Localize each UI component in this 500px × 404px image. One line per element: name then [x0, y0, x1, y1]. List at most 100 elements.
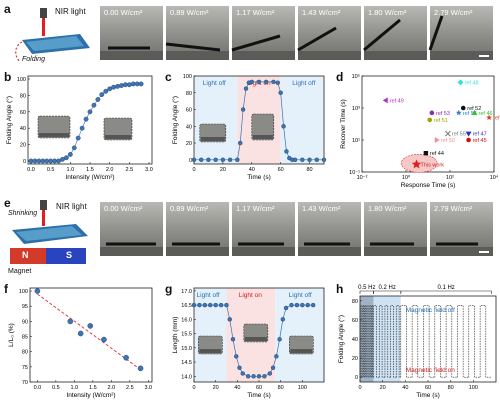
y-tick-label: 60: [186, 108, 192, 114]
photo-a-6-label: 2.79 W/cm²: [434, 8, 473, 17]
point-label: ref 48: [464, 80, 478, 86]
panel-g-label: g: [165, 282, 173, 296]
inset-c-folded: [251, 113, 275, 141]
inset-g-1-platform: [199, 349, 222, 353]
photo-e-3: 1.17 W/cm²: [232, 202, 295, 256]
x-tick-label: 0.0: [27, 167, 35, 173]
photo-a-1-label: 0.00 W/cm²: [104, 8, 143, 17]
point-label: ref 54: [493, 116, 500, 122]
data-point-c: [243, 86, 249, 91]
x-tick-label: 60: [278, 167, 284, 173]
plot-frame: [29, 287, 153, 383]
data-point-g: [224, 302, 229, 308]
x-tick-label: 1.0: [71, 385, 79, 391]
data-point-c: [292, 157, 298, 163]
freq-label: 0.5 Hz: [358, 285, 375, 291]
data-point-c: [264, 79, 269, 85]
data-point-c: [206, 157, 211, 163]
data-point-c: [220, 157, 226, 163]
photo-e-6-label: 2.79 W/cm²: [434, 204, 473, 213]
chart-g: 0 20 40 60 80 100 14.0 14.5 15.0 15.5 16.0 16.5 17.0…: [172, 287, 325, 399]
y-tick-label: 10⁵: [352, 73, 360, 80]
data-point-g: [245, 374, 251, 379]
data-point-g: [289, 302, 294, 308]
marker-ref-54: [486, 114, 492, 121]
photo-e-5-label: 1.80 W/cm²: [368, 204, 407, 213]
data-point-b: [115, 83, 120, 89]
x-tick-label: 100: [298, 385, 307, 391]
panel-a-label: a: [4, 2, 11, 16]
data-point-c: [281, 124, 286, 129]
data-point-c: [300, 157, 305, 163]
data-point-b: [119, 83, 124, 88]
y-axis-label: L/L₀ (%): [8, 323, 15, 347]
photo-a-strips-overlay: [108, 15, 444, 52]
y-tick-label: 15.5: [181, 332, 192, 338]
marker-ref-55: [445, 130, 451, 137]
point-label: ref 55: [452, 132, 466, 138]
photo-a-5-label: 1.80 W/cm²: [368, 8, 407, 17]
x-tick-label: 0.5: [52, 385, 60, 391]
data-point-g: [213, 302, 218, 308]
chart-d: 10⁻² 10⁰ 10² 10⁴ 10⁻¹ 10¹ 10³ 10⁵ Response Time …: [340, 73, 500, 189]
x-tick-label: 40: [234, 385, 240, 391]
data-point-c: [199, 157, 204, 163]
panel-d-label: d: [336, 70, 344, 84]
data-point-g: [218, 302, 224, 308]
point-label: ref 51: [434, 118, 448, 124]
data-point-c: [314, 157, 319, 163]
x-tick-label: 80: [278, 385, 284, 391]
folding-label: Folding: [22, 56, 45, 63]
data-point-g: [305, 302, 310, 308]
data-point-g: [227, 317, 232, 322]
photo-e-6: 2.79 W/cm²: [430, 202, 493, 256]
data-point-c: [191, 157, 197, 163]
magnet-label: Magnet: [8, 268, 32, 275]
point-label: ref 45: [473, 138, 487, 144]
data-point-c: [271, 79, 276, 85]
marker-ref-46: [471, 109, 478, 115]
data-point-f: [101, 336, 107, 343]
x-tick-label: 1.0: [67, 167, 75, 173]
y-tick-label: 10⁻¹: [349, 170, 360, 176]
shrinking-schematic-graphic: [10, 200, 88, 264]
y-tick-label: 70: [22, 380, 28, 386]
y-tick-label: 15.0: [181, 346, 192, 352]
photo-e-5: 1.80 W/cm²: [364, 202, 427, 256]
y-tick-label: 10³: [352, 106, 360, 112]
data-point-g: [197, 302, 202, 308]
point-label: ref 56: [463, 111, 477, 117]
data-point-g: [267, 371, 273, 376]
x-axis-label: Intensity (W/cm²): [66, 392, 115, 399]
x-tick-label: 1.5: [89, 385, 97, 391]
freq-label: 0.1 Hz: [437, 285, 454, 291]
marker-ref-51: [427, 117, 433, 123]
photo-e-1-label: 0.00 W/cm²: [104, 204, 143, 213]
photo-a-3-label: 1.17 W/cm²: [236, 8, 275, 17]
x-tick-label: 2.0: [108, 385, 116, 391]
y-tick-label: 80: [186, 91, 192, 97]
y-tick-label: 80: [22, 350, 28, 356]
field-on-label: Magnetic field on: [406, 367, 456, 374]
freq-region-2: [373, 296, 401, 382]
data-point-g: [300, 302, 305, 308]
data-point-c: [240, 107, 246, 112]
x-tick-label: 40: [402, 385, 408, 391]
scale-bar: [479, 55, 489, 57]
folding-schematic-graphic: [15, 8, 90, 63]
magnet-pole-n: N: [22, 250, 29, 260]
x-axis-label: Time (s): [247, 174, 271, 181]
x-tick-label: 0: [358, 385, 361, 391]
light-off-region-1: [194, 76, 238, 164]
photo-a-5: 1.80 W/cm²: [364, 6, 427, 60]
inset-b-folded-platform: [105, 135, 131, 139]
data-point-b: [91, 102, 97, 108]
scale-bar-e: [479, 251, 489, 253]
square-wave-h: [359, 305, 492, 378]
x-tick-label: 0.0: [34, 385, 42, 391]
x-tick-label: 0: [192, 385, 195, 391]
freq-bracket: [400, 290, 492, 294]
y-tick-label: 100: [19, 289, 28, 295]
nir-light-label-e: NIR light: [56, 202, 87, 211]
field-off-label: Magnetic field off: [406, 307, 455, 314]
